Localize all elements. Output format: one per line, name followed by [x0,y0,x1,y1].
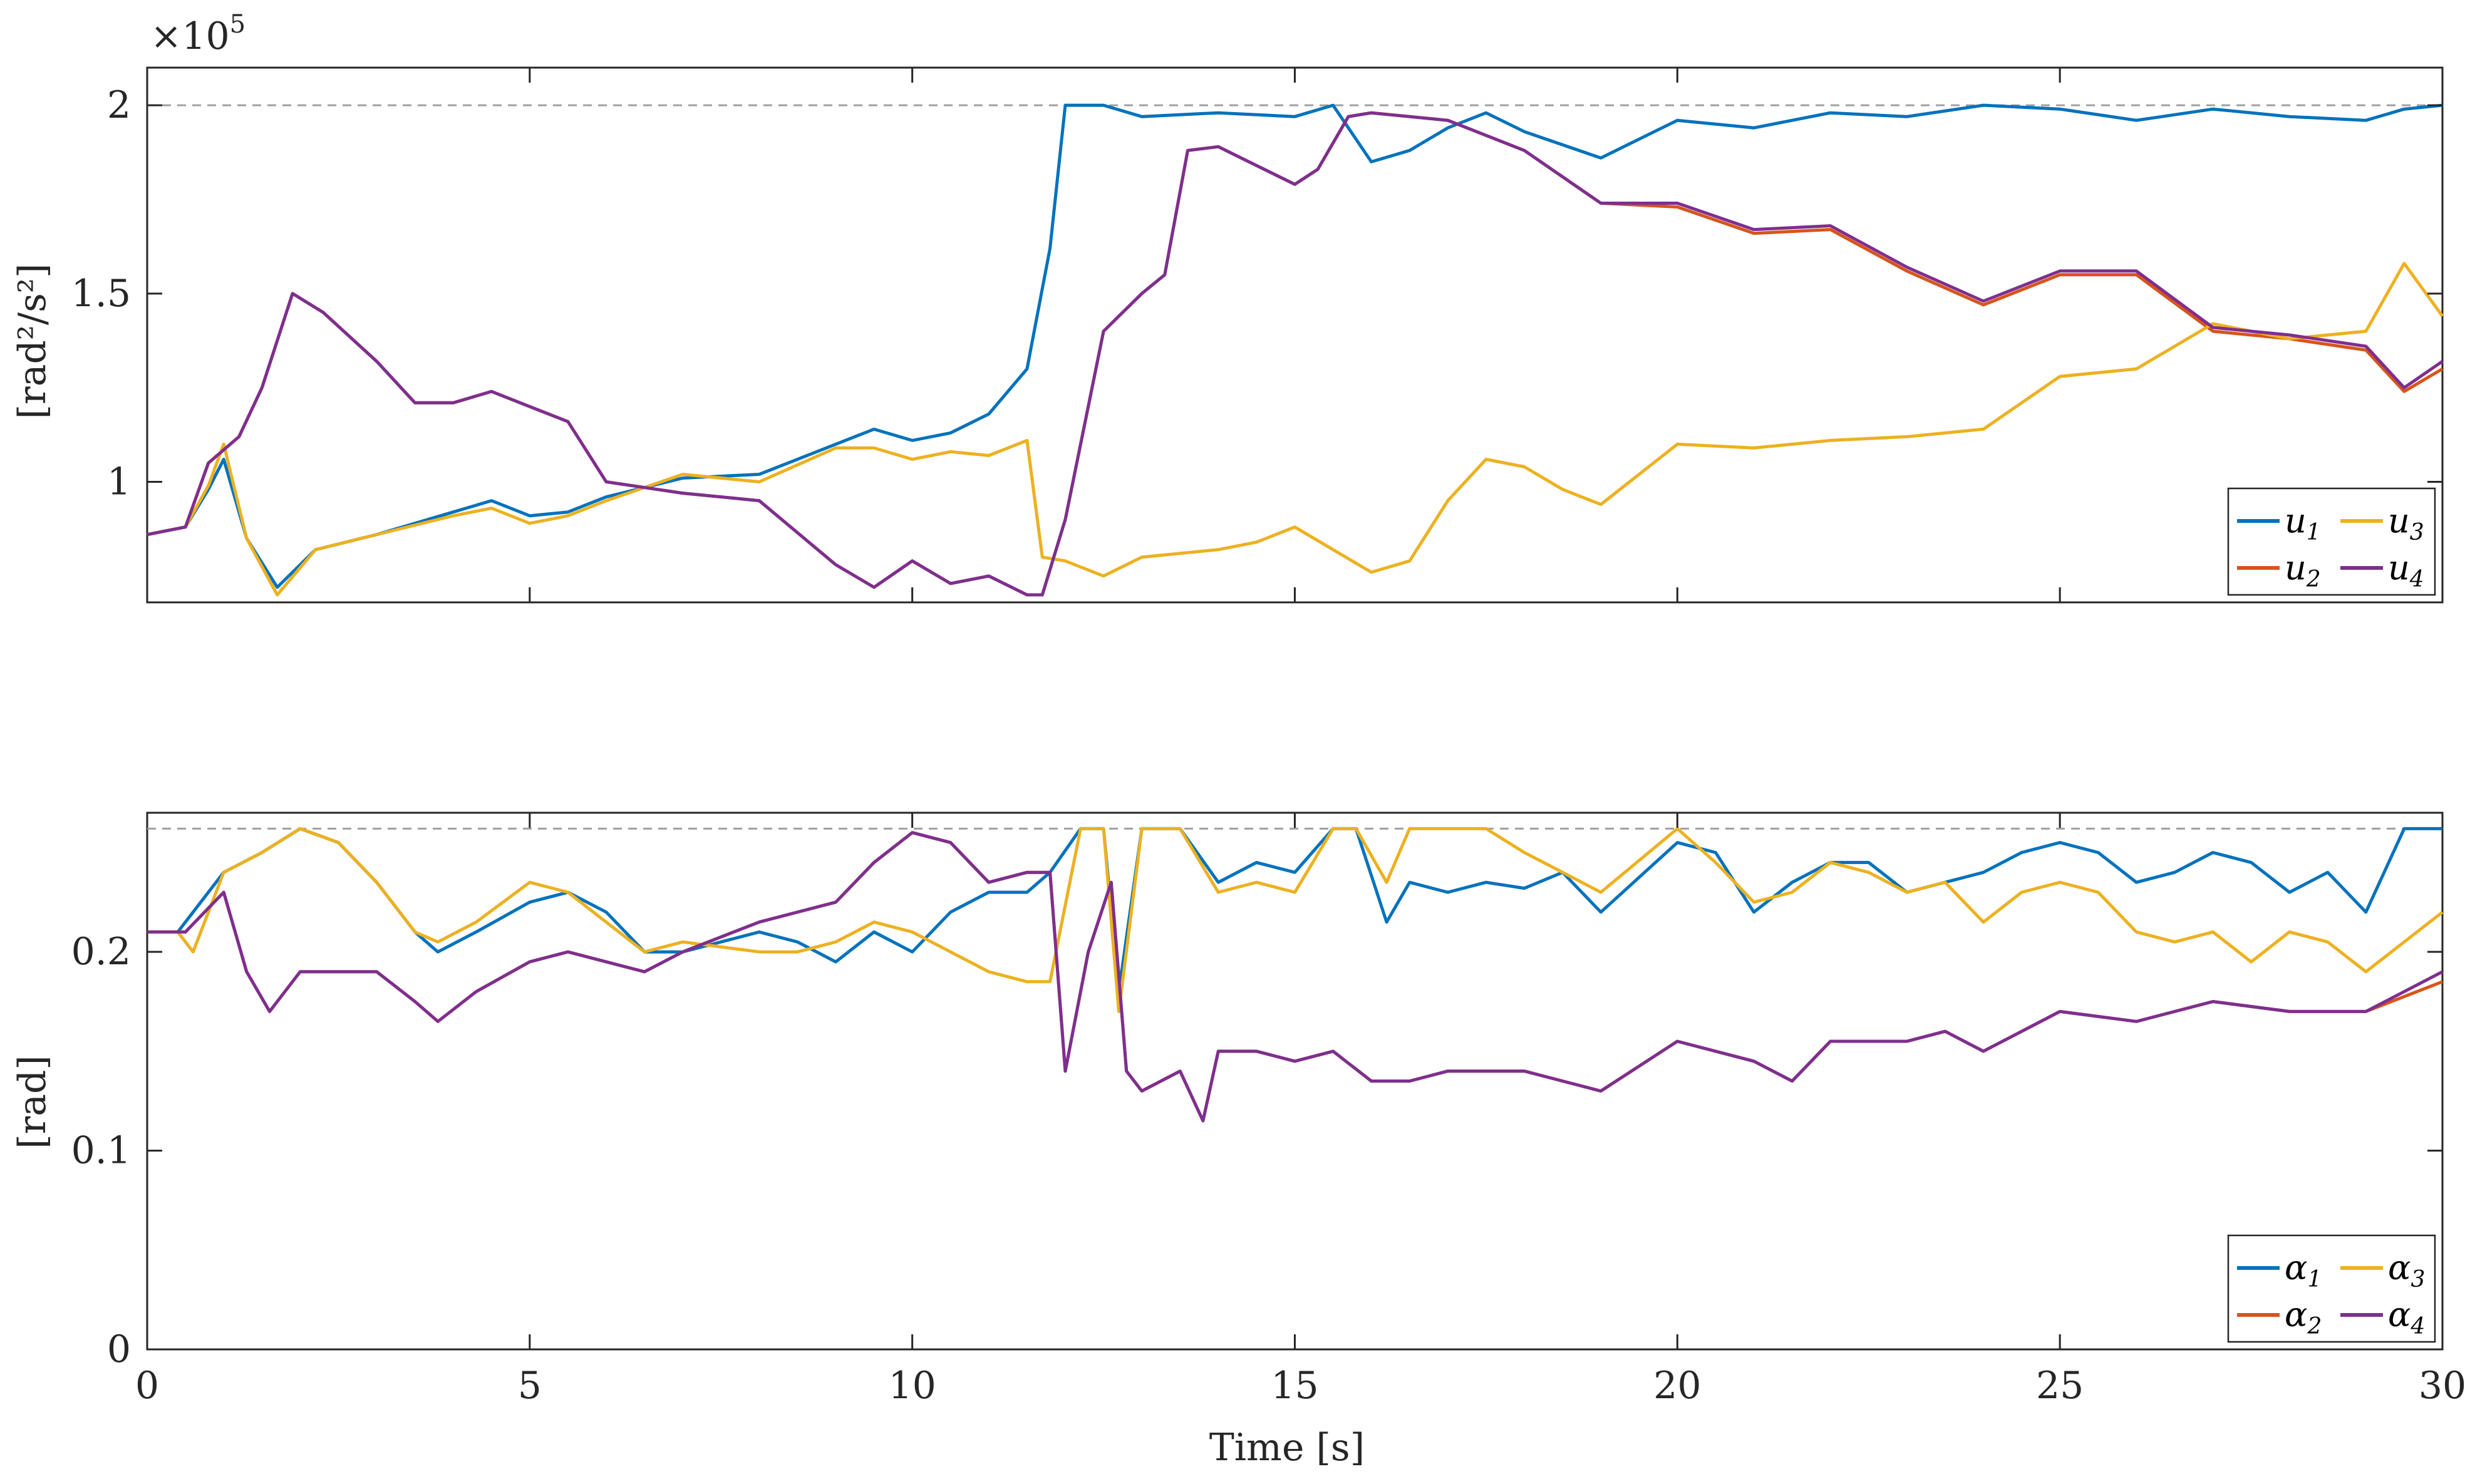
bottom-x-ticks: 0 5 10 15 20 25 30 [135,813,2466,1408]
legend-label: u1 [2285,501,2321,545]
y-tick-label: 0 [107,1327,131,1371]
y-tick-label: 0.1 [71,1129,131,1173]
y-tick-label: 1 [107,460,131,504]
x-tick-label: 5 [518,1364,542,1408]
y-tick-label: 0.2 [71,930,131,974]
series-line-u4 [147,111,2444,597]
series-line-alpha3 [147,827,2444,1013]
x-tick-label: 30 [2419,1364,2466,1408]
top-y-axis-label: [rad²/s²] [11,264,54,420]
x-tick-label: 0 [135,1364,159,1408]
legend-box [2227,487,2436,596]
legend-label: α3 [2388,1248,2425,1292]
top-x-ticks [146,68,2444,602]
top-y-ticks: 11.52 [71,83,2442,504]
x-tick-label: 20 [1653,1364,1701,1408]
legend-label: u2 [2285,548,2321,592]
top-exponent-label: ×105 [150,10,245,58]
legend-label: α4 [2388,1295,2425,1339]
bottom-x-axis-label: Time [s] [1209,1426,1365,1470]
series-line-alpha1 [147,827,2442,994]
legend-label: α1 [2285,1248,2322,1292]
x-tick-label: 25 [2036,1364,2084,1408]
legend-label: α2 [2285,1295,2322,1339]
bottom-y-ticks: 0 0.1 0.2 [71,930,2442,1371]
bottom-panel: 0 5 10 15 20 25 30 0 0.1 0.2 Time [s] [rad] α1α2… [11,812,2466,1470]
top-plot-area [146,66,2444,604]
series-line-u1 [147,103,2443,589]
top-series-group [147,103,2444,597]
x-tick-label: 10 [888,1364,936,1408]
bottom-y-axis-label: [rad] [11,1055,54,1149]
legend-label: u4 [2388,548,2424,592]
y-tick-label: 2 [107,83,131,127]
x-tick-label: 15 [1271,1364,1318,1408]
series-line-u3 [147,262,2444,597]
series-line-alpha4 [147,831,2444,1123]
legend-label: u3 [2388,501,2424,545]
legend-box [2227,1234,2436,1343]
y-tick-label: 1.5 [71,272,131,316]
exponent-power: 5 [230,10,245,39]
bottom-series-group [147,827,2444,1123]
exponent-base: ×10 [150,14,230,58]
